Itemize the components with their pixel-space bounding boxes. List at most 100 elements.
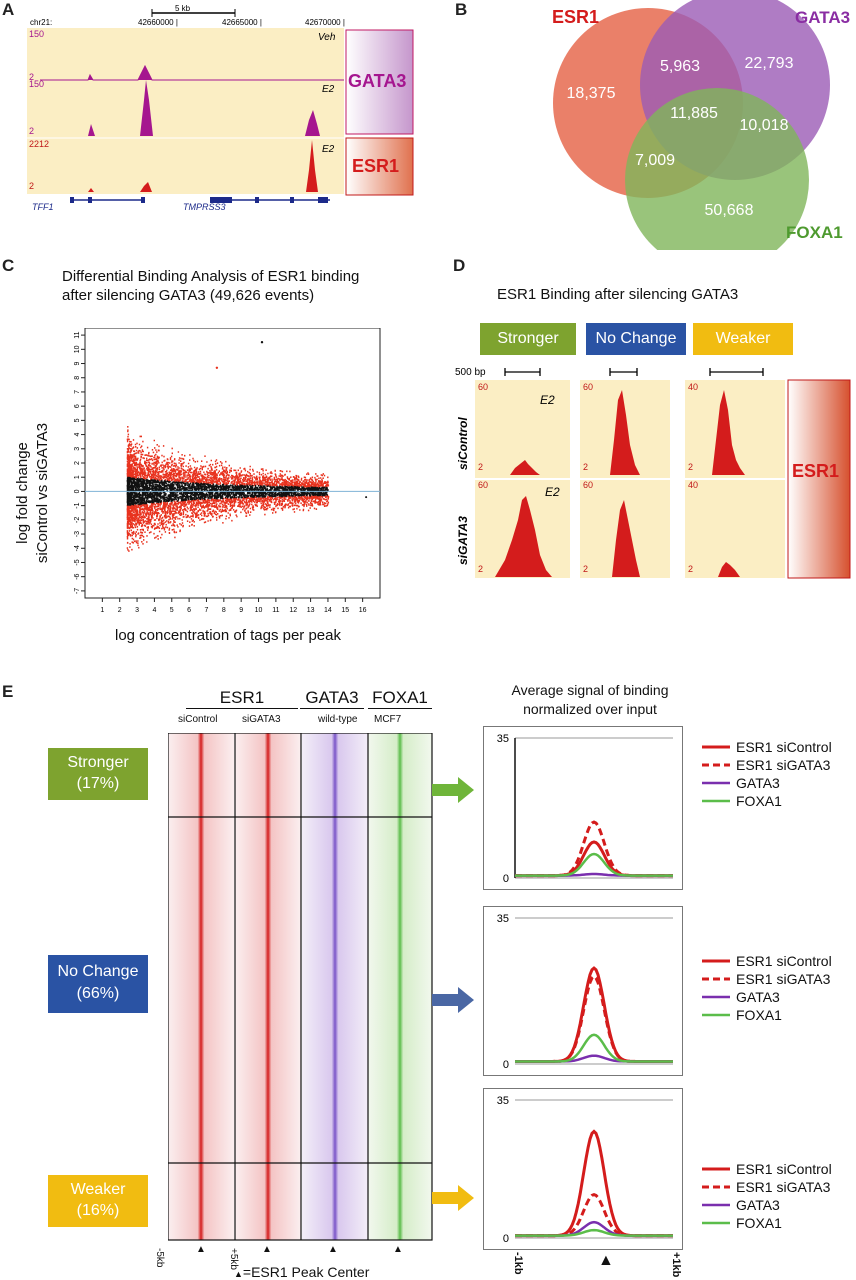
y-tick-label: 8 [74,376,81,380]
group-stronger-name: Stronger [67,754,129,771]
cond-e2-bottom: E2 [545,485,560,499]
sub-mcf7: MCF7 [374,714,402,725]
coord-2: 42665000 | [222,18,262,27]
stronger-tag: Stronger [480,323,576,355]
legend-swatch [702,799,730,803]
track3-min: 2 [29,181,34,191]
arrow-no-change-icon [432,987,474,1013]
avg-xleft: -1kb [512,1252,524,1275]
heatmap-header-foxa1: FOXA1 [368,688,432,709]
legend-item: ESR1 siGATA3 [700,756,832,774]
row-sigata3: siGATA3 [456,516,470,565]
sub-wild-type: wild-type [318,714,358,725]
x-tick-label: 7 [205,607,209,614]
venn-esr1-gata3: 5,963 [660,58,700,75]
y-tick-label: 6 [74,404,81,408]
coord-1: 42660000 | [138,18,178,27]
d-max-2-3: 40 [688,480,698,490]
row-sicontrol: siControl [456,417,470,470]
heatmap-header-esr1: ESR1 [186,688,298,709]
y-tick-label: -4 [74,545,81,551]
track2-cond: E2 [322,84,335,95]
ma-plot: 1 2 3 4 5 6 7 8 9 10 11 12 13 14 15 16-7-6-5-4-3-2-1012… [74,328,381,614]
label-esr1-a: ESR1 [352,156,399,176]
series-foxa1 [515,852,673,877]
series-foxa1 [515,1228,673,1237]
panel-c-title-line2: after silencing GATA3 (49,626 events) [62,287,315,304]
legend-label: GATA3 [736,989,780,1005]
scatter-points-significant [126,426,330,552]
venn-gata3-only: 22,793 [745,55,794,72]
peak-note-text: =ESR1 Peak Center [242,1264,370,1280]
arrow-weaker-icon [432,1185,474,1211]
legend-item: FOXA1 [700,1006,832,1024]
y-tick-label: -7 [74,588,81,594]
d-min-2-2: 2 [583,564,588,574]
legend-swatch [702,1203,730,1207]
venn-gata3-foxa1: 10,018 [740,117,789,134]
label-esr1-d: ESR1 [792,461,839,481]
x-tick-label: 4 [152,607,156,614]
panel-d-tracks: 500 bp siControl siGATA3 E2 E2 60 60 40 … [455,367,851,579]
legend-label: FOXA1 [736,1007,782,1023]
legend-label: ESR1 siGATA3 [736,757,831,773]
legend-swatch [702,745,730,749]
d-min-1-1: 2 [478,462,483,472]
d-max-2-1: 60 [478,480,488,490]
venn-label-foxa1: FOXA1 [786,223,843,242]
coord-3: 42670000 | [305,18,345,27]
track3-max: 2212 [29,139,49,149]
legend-label: GATA3 [736,1197,780,1213]
legend-swatch [702,959,730,963]
group-stronger: Stronger (17%) [48,748,148,800]
peak-note: ▲=ESR1 Peak Center [234,1264,369,1280]
label-gata3-a: GATA3 [348,71,406,91]
x-tick-label: 5 [170,607,174,614]
y-max-label: 35 [497,733,509,745]
y-min-label: 0 [503,1059,509,1071]
group-no-change-pct: (66%) [76,985,120,1002]
legend-label: ESR1 siGATA3 [736,971,831,987]
scale-500bp: 500 bp [455,367,486,378]
group-weaker: Weaker (16%) [48,1175,148,1227]
y-tick-label: 9 [74,361,81,365]
panel-d-title: ESR1 Binding after silencing GATA3 [497,286,739,303]
y-tick-label: 2 [74,461,81,465]
weaker-tag: Weaker [693,323,793,355]
x-tick-label: 15 [341,607,349,614]
panel-c-title: Differential Binding Analysis of ESR1 bi… [62,268,442,304]
legend-2: ESR1 siControl ESR1 siGATA3 GATA3 FOXA1 [700,1160,832,1232]
sub-sicontrol: siControl [178,714,218,725]
panel-a: 5 kb chr21: 42660000 | 42665000 | 426700… [0,0,430,215]
group-weaker-pct: (16%) [76,1202,120,1219]
arrow-stronger-icon [432,777,474,803]
y-tick-label: 10 [74,345,81,353]
track1-min: 2 [29,72,34,82]
panel-b-venn: ESR1 GATA3 FOXA1 18,375 22,793 50,668 5,… [520,0,856,272]
y-tick-label: 5 [74,418,81,422]
x-tick-label: 6 [187,607,191,614]
y-tick-label: 1 [74,475,81,479]
peak-note-icon: ▲ [234,1269,243,1279]
legend-item: FOXA1 [700,792,832,810]
legend-swatch [702,781,730,785]
x-tick-label: 14 [324,607,332,614]
legend-item: ESR1 siControl [700,952,832,970]
avg-peak-marker: ▲ [598,1252,614,1269]
legend-item: GATA3 [700,774,832,792]
panel-c-ylabel: log fold change siControl vs siGATA3 [8,345,58,645]
avg-chart-frame [483,906,683,1076]
legend-label: GATA3 [736,775,780,791]
panel-c-title-line1: Differential Binding Analysis of ESR1 bi… [62,268,360,285]
gene-tff1: TFF1 [32,202,54,212]
outlier-point [260,341,264,344]
legend-swatch [702,1185,730,1189]
x-tick-label: 11 [272,607,279,614]
avg-title-line1: Average signal of binding [511,682,669,698]
avg-chart-weaker: 35 0 [483,1088,683,1250]
y-max-label: 35 [497,913,509,925]
d-max-1-3: 40 [688,382,698,392]
cond-e2-top: E2 [540,393,555,407]
legend-item: ESR1 siControl [700,1160,832,1178]
genome-browser-tracks: 5 kb chr21: 42660000 | 42665000 | 426700… [27,4,414,212]
